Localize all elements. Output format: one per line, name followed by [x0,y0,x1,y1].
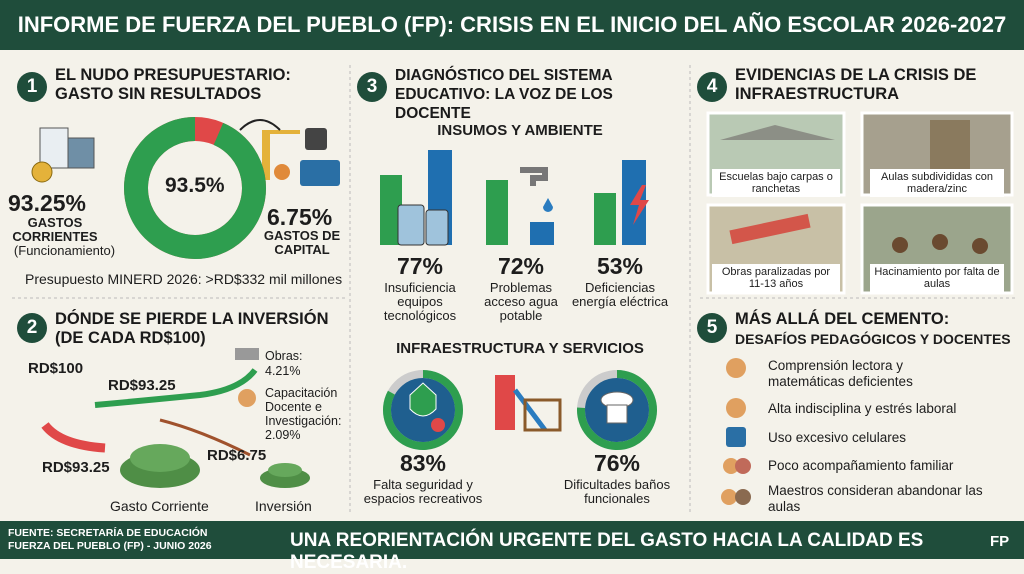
section-title: MÁS ALLÁ DEL CEMENTO: [735,310,950,328]
training: Capacitación Docente e Investigación: 2.… [265,386,342,442]
stat-value: 83% [399,450,447,476]
section-title: EL NUDO PRESUPUESTARIO: GASTO SIN RESULT… [55,66,291,103]
challenge-icons [721,358,751,505]
section-number: 1 [17,72,47,102]
arrow [94,368,258,408]
building-icon [31,127,95,183]
challenge: Poco acompañamiento familiar [768,458,954,473]
section-number: 4 [697,72,727,102]
stat-value: 53% [596,253,644,279]
subtitle: INSUMOS Y AMBIENTE [437,122,603,139]
playground-icon [495,375,562,432]
section-title: EVIDENCIAS DE LA CRISIS DE INFRAESTRUCTU… [735,66,977,103]
x-icon [431,418,445,432]
stat-value: 77% [396,253,444,279]
stat-label: Problemas acceso agua potable [484,280,558,323]
subtitle: INFRAESTRUCTURA Y SERVICIOS [396,340,644,357]
current-label: GASTOS CORRIENTES [12,215,98,244]
challenge: Maestros consideran abandonar las aulas [768,483,983,514]
challenge: Uso excesivo celulares [768,430,907,445]
stat-label: Deficiencias energía eléctrica [571,280,669,309]
footer: FUENTE: SECRETARÍA DE EDUCACIÓN FUERZA D… [0,521,1024,573]
stat-label: Insuficiencia equipos tecnológicos [383,280,457,323]
section-title: DÓNDE SE PIERDE LA INVERSIÓN (DE CADA RD… [55,310,329,347]
stat-value: 72% [497,253,545,279]
money-icon [120,444,310,488]
donut-label: 93.5% [165,174,225,197]
arrow [41,422,106,453]
total: RD$100 [28,360,84,377]
challenge: Alta indisciplina y estrés laboral [768,401,957,416]
photo-caption: Escuelas bajo carpas o ranchetas [712,169,840,197]
capital-value: 6.75% [267,204,333,230]
slogan: UNA REORIENTACIÓN URGENTE DEL GASTO HACI… [290,530,924,573]
works: Obras: 4.21% [265,349,303,378]
section-subtitle: DESAFÍOS PEDAGÓGICOS Y DOCENTES [735,331,1011,347]
logo: FP [990,533,1010,550]
source: FUENTE: SECRETARÍA DE EDUCACIÓN [8,527,208,539]
photo-caption: Aulas subdivididas con madera/zinc [870,169,1004,197]
bolt-icon [630,185,649,225]
section-number: 2 [17,313,47,343]
current-lower: RD$93.25 [42,459,110,476]
arrow [239,119,281,131]
faucet-icon [520,167,548,186]
ring-value [383,370,463,450]
budget: Presupuesto MINERD 2026: >RD$332 mil mil… [25,271,343,287]
teacher-icon [238,389,256,407]
stat-label: Falta seguridad y espacios recreativos [363,477,483,506]
header-title: INFORME DE FUERZA DEL PUEBLO (FP): CRISI… [0,0,1024,50]
toilet-icon [606,404,628,424]
stat-label: Dificultades baños funcionales [563,477,671,506]
tablet-icon [425,209,449,246]
section-title: DIAGNÓSTICO DEL SISTEMA EDUCATIVO: LA VO… [395,67,613,122]
tablet-icon [397,204,425,246]
investment-label: Inversión [255,498,312,514]
shield-icon [409,382,437,417]
current-note: (Funcionamiento) [13,243,116,258]
investment-amount: RD$6.75 [207,447,267,464]
capital-label: GASTOS DE CAPITAL [263,228,341,257]
ring-value [577,370,657,450]
current-value: 93.25% [8,190,87,216]
challenge: Comprensión lectora y matemáticas defici… [768,358,913,389]
photo-caption: Hacinamiento por falta de aulas [870,264,1004,292]
arrow [159,418,251,457]
drop-icon [543,198,553,212]
section-number: 3 [357,72,387,102]
current-upper: RD$93.25 [108,377,176,394]
stat-value: 76% [593,450,641,476]
source: FUERZA DEL PUEBLO (FP) - JUNIO 2026 [8,540,212,552]
brick-icon [235,348,259,360]
donut-segment [124,117,266,259]
crane-icon [262,128,340,186]
current-label: Gasto Corriente [110,498,209,514]
photo-caption: Obras paralizadas por 11-13 años [712,264,840,292]
section-number: 5 [697,313,727,343]
